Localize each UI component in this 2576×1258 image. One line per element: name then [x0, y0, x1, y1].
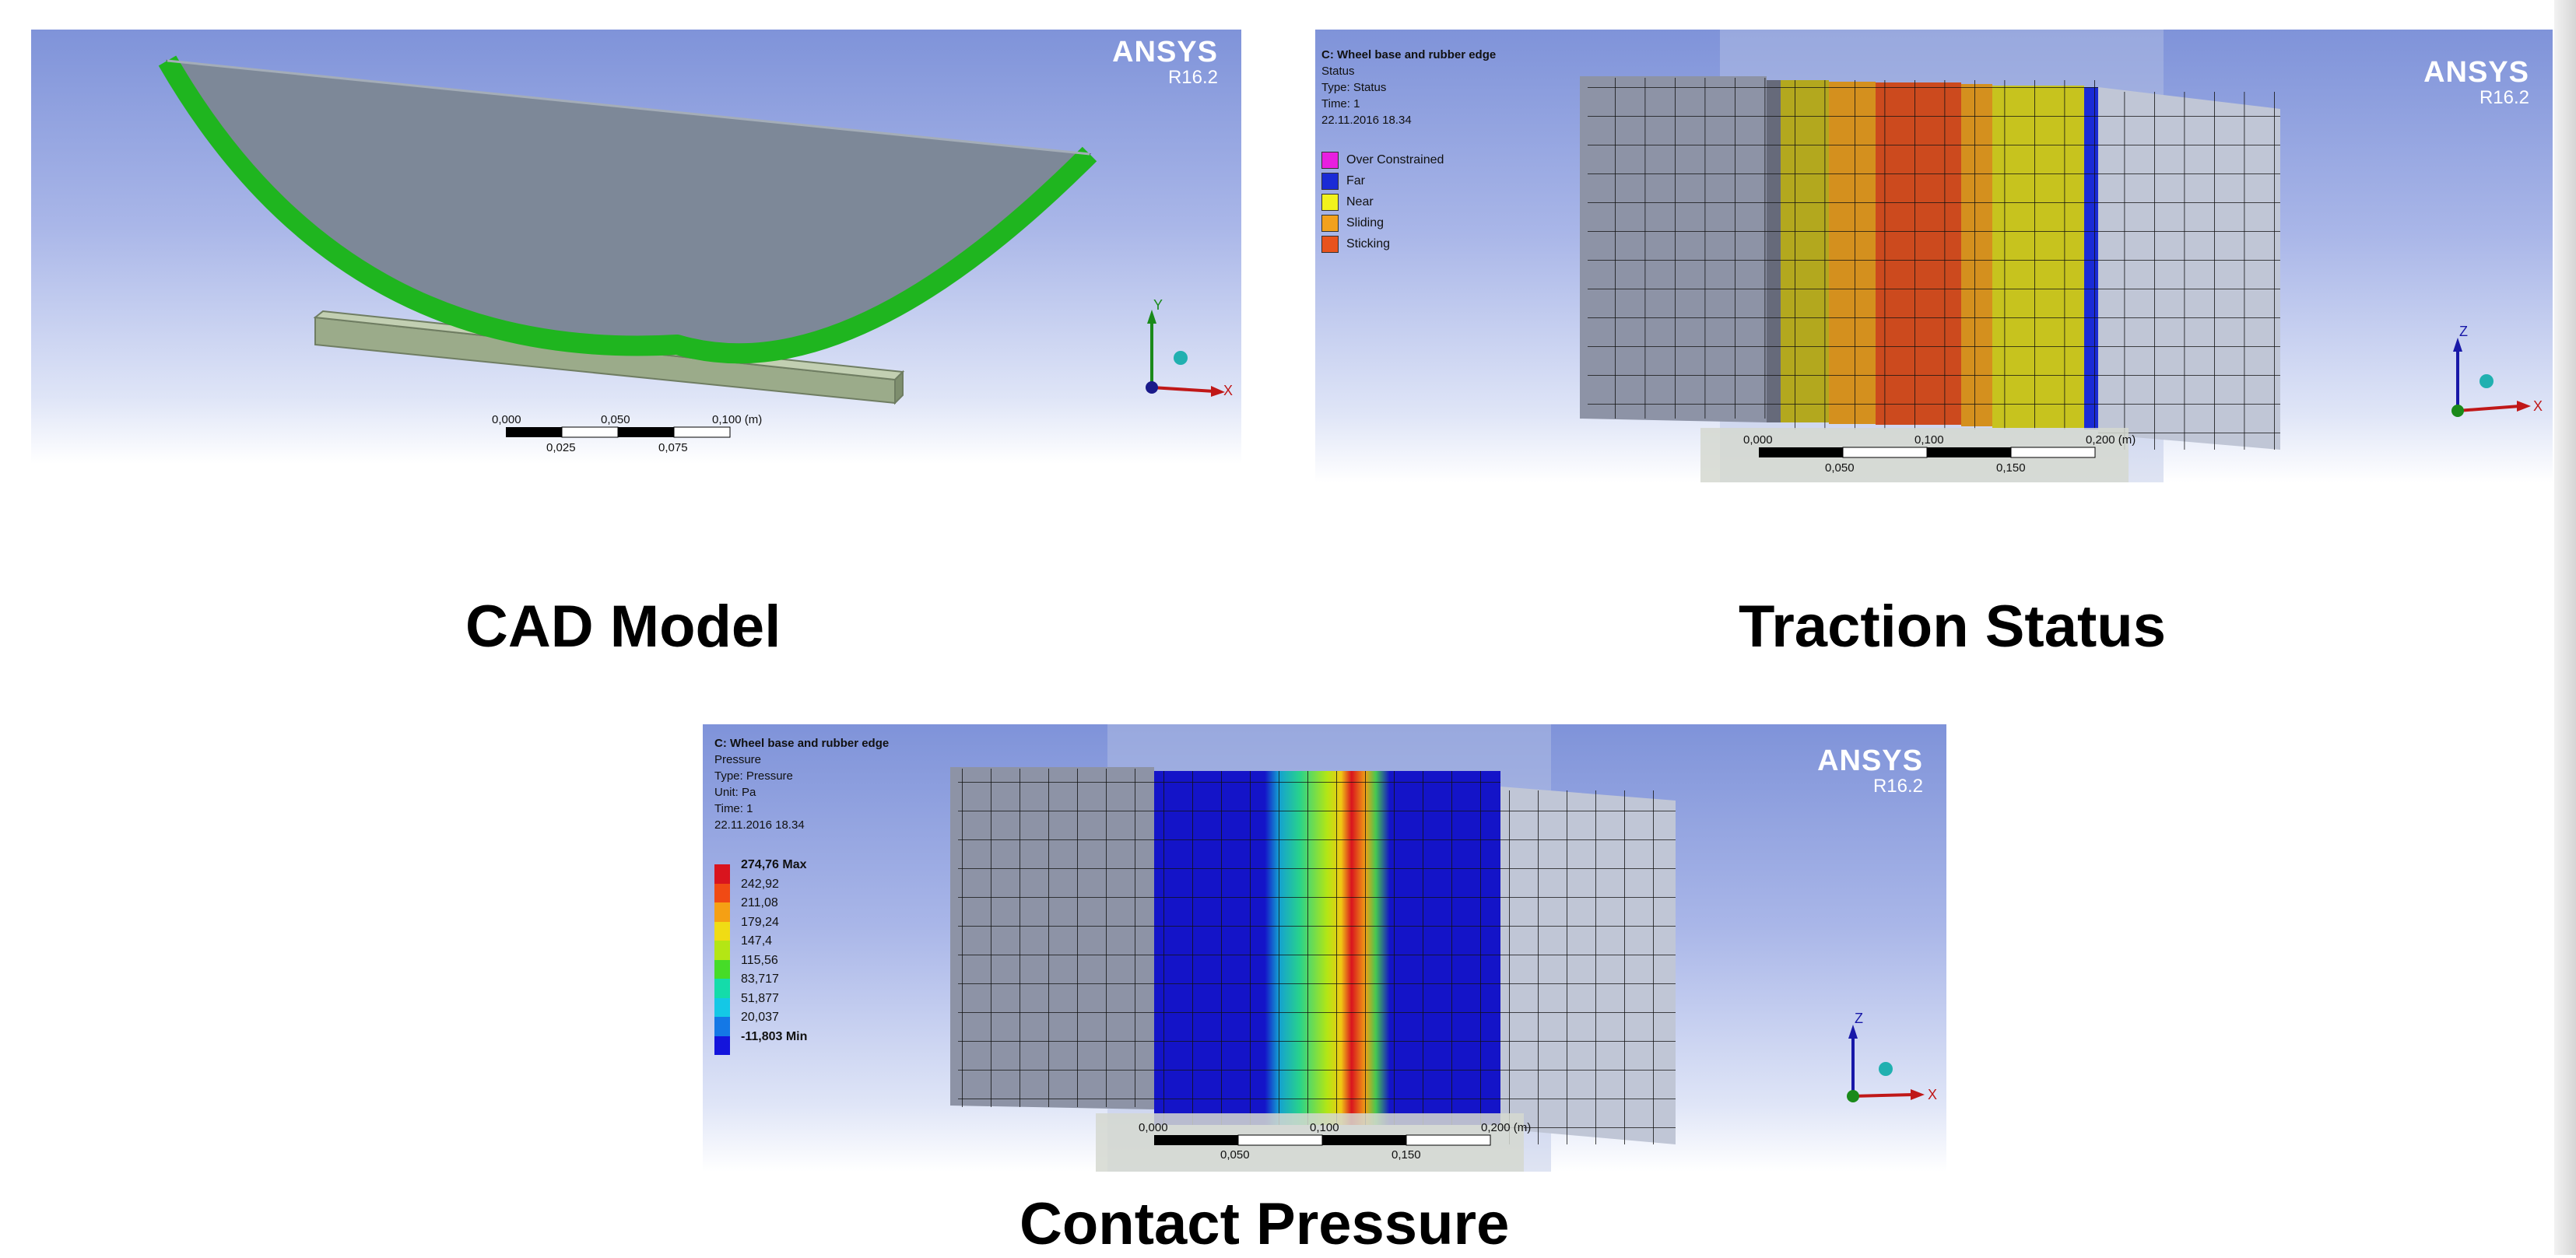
scale-label: 0,150	[1392, 1148, 1421, 1162]
legend-item: 115,56	[714, 954, 807, 979]
caption-contact-pressure: Contact Pressure	[1020, 1191, 1510, 1257]
mesh-left	[950, 767, 1154, 1109]
legend-item: 51,877	[714, 992, 807, 1017]
z-axis-label: Z	[2459, 324, 2468, 339]
contact-strip	[1154, 771, 1500, 1125]
legend-item-near: Near	[1321, 191, 1444, 212]
mesh-right	[1500, 787, 1676, 1144]
legend-item: 242,92	[714, 878, 807, 902]
scale-label: 0,050	[1220, 1148, 1250, 1162]
scale-bar: 0,000 0,100 0,200 (m) 0,050 0,150	[1096, 1113, 1531, 1172]
scale-label: 0,200 (m)	[1481, 1121, 1531, 1134]
axis-triad: Y X	[1146, 297, 1233, 398]
result-info: C: Wheel base and rubber edge Status Typ…	[1321, 48, 1497, 127]
scale-bar: 0,000 0,050 0,100 (m) 0,025 0,075	[492, 413, 762, 454]
pressure-legend: 274,76 Max 242,92 211,08 179,24 147,4 11…	[714, 858, 807, 1055]
caption-traction-status: Traction Status	[1739, 594, 2166, 660]
legend-item: 147,4	[714, 934, 807, 960]
mesh-left	[1580, 76, 1767, 422]
scale-label: 0,050	[601, 413, 630, 426]
ansys-logo: ANSYS R16.2	[2423, 56, 2529, 108]
status-legend: Over Constrained Far Near Sliding Sticki…	[1321, 149, 1444, 254]
scale-label: 0,000	[492, 413, 521, 426]
scale-label: 0,100	[1310, 1121, 1339, 1134]
legend-item: 211,08	[714, 896, 807, 922]
ansys-logo: ANSYS R16.2	[1817, 745, 1923, 797]
legend-item: -11,803 Min	[714, 1030, 807, 1055]
result-info: C: Wheel base and rubber edge Pressure T…	[714, 737, 890, 832]
axis-triad: Z X	[2451, 324, 2543, 417]
x-axis-label: X	[1928, 1087, 1937, 1102]
scale-label: 0,100	[1914, 433, 1944, 447]
contact-pressure-viewport[interactable]: 0,000 0,100 0,200 (m) 0,050 0,150 Z X C:…	[703, 724, 1946, 1172]
scale-label: 0,050	[1825, 461, 1855, 475]
rubber-edge	[158, 55, 1097, 364]
legend-item-sticking: Sticking	[1321, 233, 1444, 254]
legend-item: 20,037	[714, 1011, 807, 1036]
legend-item-over-constrained: Over Constrained	[1321, 149, 1444, 170]
axis-triad: Z X	[1847, 1011, 1937, 1102]
y-axis-label: Y	[1153, 297, 1163, 313]
legend-item: 274,76 Max	[714, 858, 807, 884]
scale-label: 0,025	[546, 441, 576, 454]
scale-bar: 0,000 0,100 0,200 (m) 0,050 0,150	[1700, 428, 2136, 482]
scale-label: 0,075	[658, 441, 688, 454]
scale-label: 0,000	[1139, 1121, 1168, 1134]
z-axis-label: Z	[1855, 1011, 1863, 1026]
mesh-right	[2098, 87, 2280, 450]
legend-item: 83,717	[714, 972, 807, 998]
scale-label: 0,100 (m)	[712, 413, 762, 426]
scrollbar[interactable]	[2554, 0, 2576, 1255]
caption-cad-model: CAD Model	[465, 594, 781, 660]
scale-label: 0,200 (m)	[2086, 433, 2136, 447]
x-axis-label: X	[1223, 383, 1233, 398]
x-axis-label: X	[2533, 398, 2543, 414]
ansys-logo: ANSYS R16.2	[1112, 36, 1218, 88]
legend-item-sliding: Sliding	[1321, 212, 1444, 233]
traction-status-viewport[interactable]: 0,000 0,100 0,200 (m) 0,050 0,150 Z X C:…	[1315, 30, 2553, 482]
scale-label: 0,150	[1996, 461, 2026, 475]
contact-strip	[1767, 80, 2098, 429]
wheel-segment	[166, 59, 1092, 355]
cad-model-viewport[interactable]: Y X 0,000 0,050 0,100 (m) 0,025 0,075 AN…	[31, 30, 1241, 464]
legend-item-far: Far	[1321, 170, 1444, 191]
scale-label: 0,000	[1743, 433, 1773, 447]
legend-item: 179,24	[714, 916, 807, 941]
